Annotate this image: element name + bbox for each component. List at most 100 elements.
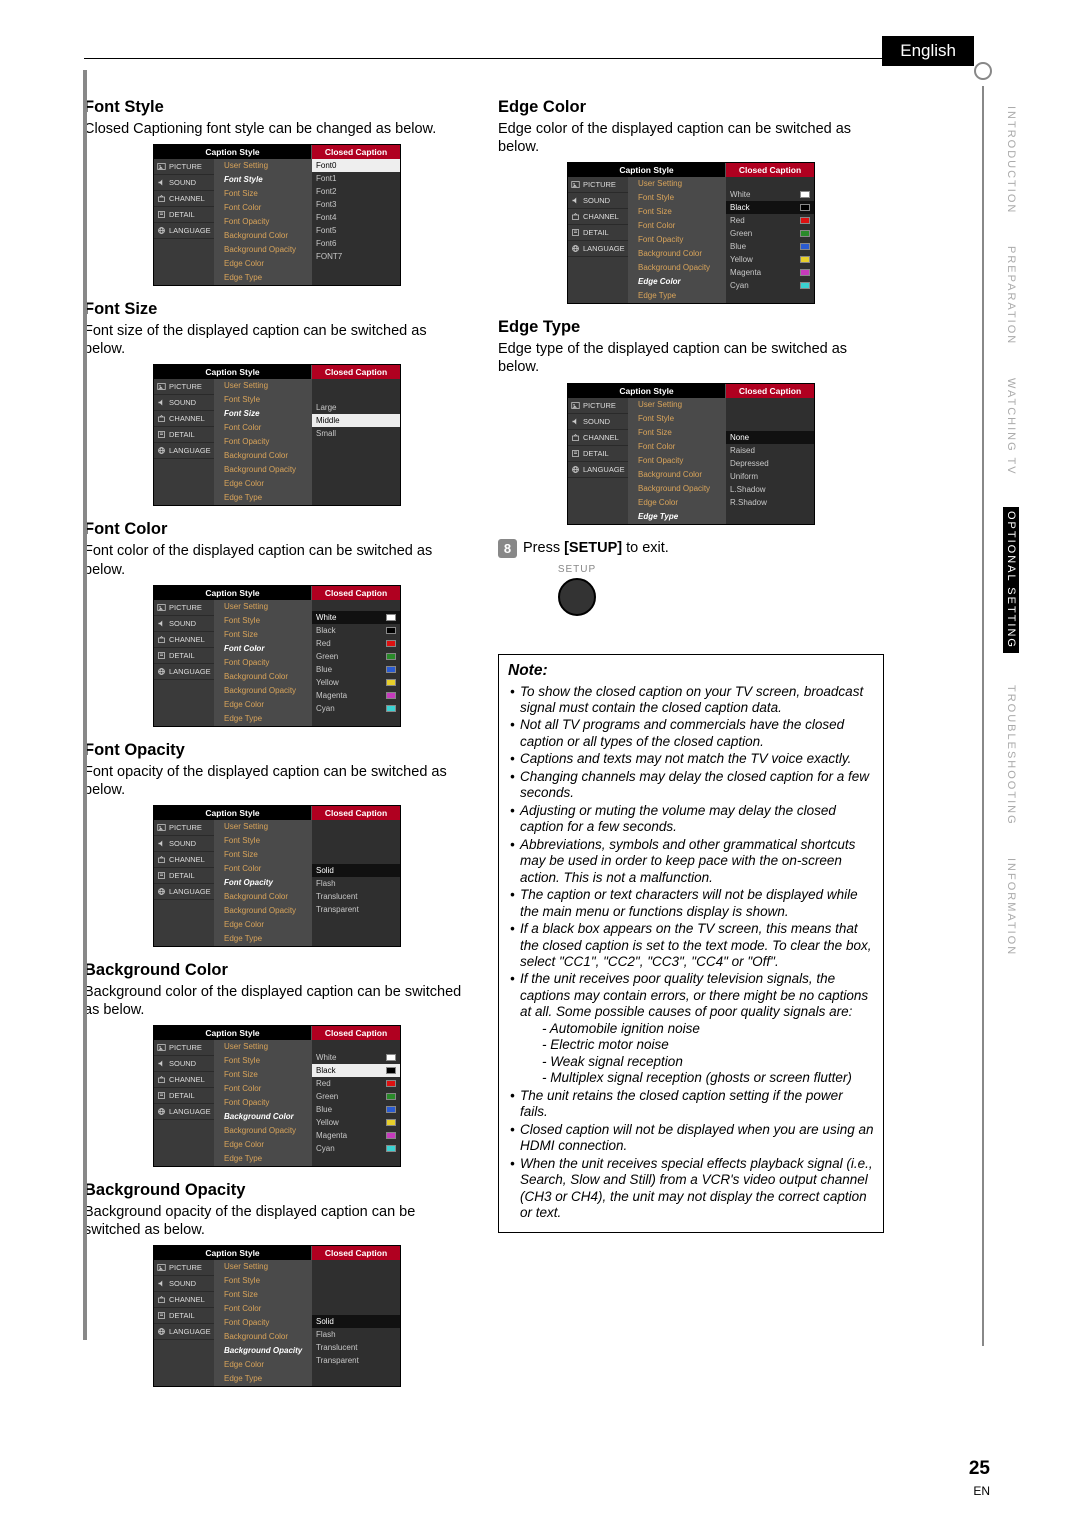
step-number-icon: 8 — [498, 539, 517, 558]
color-swatch-icon — [386, 1080, 396, 1087]
menu-list-item: Background Opacity — [628, 482, 726, 496]
note-item: Captions and texts may not match the TV … — [508, 751, 874, 767]
top-rule — [84, 58, 884, 59]
menu-option: Yellow — [312, 1116, 400, 1129]
menu-sidebar-item: LANGUAGE — [568, 241, 628, 257]
color-swatch-icon — [800, 256, 810, 263]
menu-header-right: Closed Caption — [312, 145, 400, 159]
menu-option: Font6 — [312, 237, 400, 250]
menu-list-item: Background Opacity — [214, 904, 312, 918]
menu-sidebar-item: PICTURE — [154, 159, 214, 175]
menu-list-item: Font Color — [214, 642, 312, 656]
menu-list-item: User Setting — [214, 1040, 312, 1054]
note-subitem: - Automobile ignition noise — [520, 1021, 874, 1037]
menu-option: Black — [726, 201, 814, 214]
menu-sidebar-item: DETAIL — [154, 868, 214, 884]
settings-section: Edge Type Edge type of the displayed cap… — [498, 318, 884, 524]
menu-option: Blue — [312, 1103, 400, 1116]
section-title: Background Opacity — [84, 1181, 470, 1200]
menu-sidebar-item: PICTURE — [154, 820, 214, 836]
menu-list-item: Font Color — [214, 1302, 312, 1316]
menu-sidebar: PICTURESOUNDCHANNELDETAILLANGUAGE — [568, 398, 628, 524]
menu-list-item: Font Size — [214, 187, 312, 201]
menu-option: Magenta — [726, 266, 814, 279]
menu-list-item: Font Size — [628, 426, 726, 440]
menu-list-item: Background Opacity — [214, 684, 312, 698]
menu-options: NoneRaisedDepressedUniformL.ShadowR.Shad… — [726, 398, 814, 524]
menu-header-left: Caption Style — [154, 1246, 312, 1260]
side-nav-item: TROUBLESHOOTING — [1005, 685, 1017, 826]
menu-option: Transparent — [312, 903, 400, 916]
menu-sidebar-item: SOUND — [154, 1276, 214, 1292]
menu-option: Transparent — [312, 1354, 400, 1367]
menu-sidebar-item: LANGUAGE — [154, 223, 214, 239]
menu-sidebar-item: DETAIL — [568, 446, 628, 462]
setup-label: SETUP — [558, 564, 596, 575]
menu-sidebar-item: PICTURE — [154, 379, 214, 395]
menu-option: Magenta — [312, 1129, 400, 1142]
menu-list-item: Background Opacity — [214, 463, 312, 477]
menu-sidebar-item: CHANNEL — [568, 209, 628, 225]
side-nav-item: WATCHING TV — [1005, 378, 1017, 476]
menu-sidebar: PICTURESOUNDCHANNELDETAILLANGUAGE — [154, 379, 214, 505]
menu-sidebar-item: PICTURE — [568, 398, 628, 414]
menu-option: Font0 — [312, 159, 400, 172]
page-lang: EN — [973, 1484, 990, 1498]
menu-option: Font5 — [312, 224, 400, 237]
menu-list-item: User Setting — [628, 177, 726, 191]
note-subitem: - Multiplex signal reception (ghosts or … — [520, 1070, 874, 1086]
menu-list-item: Font Opacity — [214, 215, 312, 229]
menu-option: R.Shadow — [726, 496, 814, 509]
menu-options: SolidFlashTranslucentTransparent — [312, 820, 400, 946]
menu-list-item: Edge Color — [628, 496, 726, 510]
menu-list-item: Font Color — [628, 219, 726, 233]
note-item: When the unit receives special effects p… — [508, 1156, 874, 1222]
side-nav-item: OPTIONAL SETTING — [1003, 507, 1019, 653]
section-description: Edge color of the displayed caption can … — [498, 120, 884, 156]
menu-header-right: Closed Caption — [312, 586, 400, 600]
menu-sidebar-item: DETAIL — [154, 1308, 214, 1324]
menu-header-right: Closed Caption — [312, 365, 400, 379]
menu-header-left: Caption Style — [154, 365, 312, 379]
menu-list-item: Edge Color — [214, 698, 312, 712]
menu-option: Translucent — [312, 1341, 400, 1354]
section-description: Font color of the displayed caption can … — [84, 542, 470, 578]
menu-option: Yellow — [312, 676, 400, 689]
color-swatch-icon — [386, 666, 396, 673]
color-swatch-icon — [386, 614, 396, 621]
menu-sidebar: PICTURESOUNDCHANNELDETAILLANGUAGE — [154, 600, 214, 726]
color-swatch-icon — [800, 243, 810, 250]
menu-option: Depressed — [726, 457, 814, 470]
section-description: Background color of the displayed captio… — [84, 983, 470, 1019]
menu-list-item: Font Color — [214, 421, 312, 435]
setup-circle-icon — [558, 578, 596, 616]
note-item: Adjusting or muting the volume may delay… — [508, 803, 874, 836]
menu-sidebar-item: DETAIL — [154, 427, 214, 443]
menu-option: Black — [312, 624, 400, 637]
menu-header-right: Closed Caption — [726, 384, 814, 398]
menu-sidebar: PICTURESOUNDCHANNELDETAILLANGUAGE — [568, 177, 628, 303]
menu-settings-list: User SettingFont StyleFont SizeFont Colo… — [214, 1260, 312, 1386]
menu-option: Flash — [312, 877, 400, 890]
section-title: Font Style — [84, 98, 470, 117]
menu-option: Large — [312, 401, 400, 414]
menu-settings-list: User SettingFont StyleFont SizeFont Colo… — [214, 379, 312, 505]
menu-header-left: Caption Style — [154, 145, 312, 159]
color-swatch-icon — [386, 1145, 396, 1152]
menu-list-item: Font Opacity — [214, 876, 312, 890]
side-nav-item: INFORMATION — [1005, 858, 1017, 956]
color-swatch-icon — [800, 191, 810, 198]
menu-option: Small — [312, 427, 400, 440]
menu-option: White — [312, 1051, 400, 1064]
menu-list-item: Edge Type — [214, 712, 312, 726]
menu-option: Green — [312, 1090, 400, 1103]
note-subitem: - Weak signal reception — [520, 1054, 874, 1070]
menu-sidebar-item: DETAIL — [154, 648, 214, 664]
menu-options: LargeMiddleSmall — [312, 379, 400, 505]
color-swatch-icon — [800, 269, 810, 276]
menu-list-item: Background Color — [628, 468, 726, 482]
color-swatch-icon — [800, 204, 810, 211]
menu-sidebar-item: DETAIL — [154, 1088, 214, 1104]
menu-list-item: Edge Color — [214, 1358, 312, 1372]
step-text: Press [SETUP] to exit. — [523, 540, 669, 556]
